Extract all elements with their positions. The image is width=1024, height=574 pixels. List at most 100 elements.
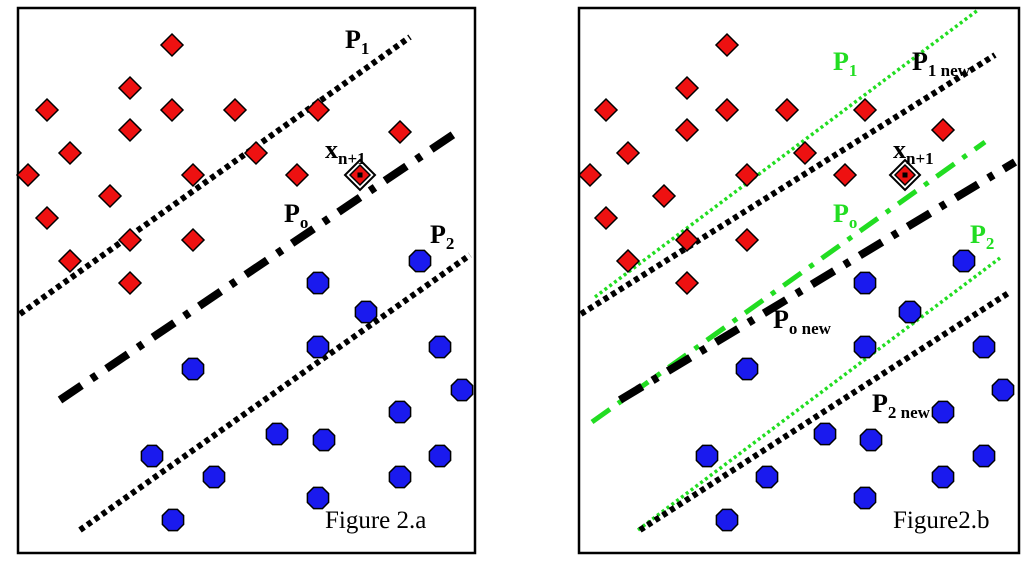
caption-b: Figure2.b [893, 507, 990, 534]
new-point-marker [343, 158, 377, 192]
class1-diamond-marker [615, 248, 641, 274]
class2-octagon-marker [715, 508, 739, 532]
class1-diamond-marker [774, 97, 800, 123]
panel-b-border [577, 6, 1021, 555]
class2-octagon-marker [931, 465, 955, 489]
class2-octagon-marker [306, 335, 330, 359]
class1-diamond-marker [714, 97, 740, 123]
class2-octagon-marker [991, 378, 1015, 402]
class1-diamond-marker [305, 97, 331, 123]
label-po: Po [284, 199, 308, 232]
class1-diamond-marker [243, 140, 269, 166]
class2-octagon-marker [306, 486, 330, 510]
panel-a-border [16, 6, 477, 555]
class2-octagon-marker [952, 249, 976, 273]
class1-diamond-marker [117, 270, 143, 296]
class2-octagon-marker [312, 428, 336, 452]
label-p1-old: P1 [833, 47, 857, 80]
class1-diamond-marker [57, 248, 83, 274]
class2-octagon-marker [859, 428, 883, 452]
class2-octagon-marker [181, 357, 205, 381]
class2-octagon-marker [695, 444, 719, 468]
class1-diamond-marker [387, 119, 413, 145]
class1-diamond-marker [674, 75, 700, 101]
class2-octagon-marker [388, 465, 412, 489]
label-po-new: Po new [773, 305, 832, 338]
class1-diamond-marker [674, 270, 700, 296]
label-po-old: Po [833, 199, 857, 232]
label-xn: xn+1 [893, 135, 934, 168]
label-p2-new: P2 new [872, 389, 931, 422]
class2-octagon-marker [853, 335, 877, 359]
class1-diamond-marker [852, 97, 878, 123]
class2-octagon-marker [161, 508, 185, 532]
class1-diamond-marker [117, 117, 143, 143]
class1-diamond-marker [674, 227, 700, 253]
class1-diamond-marker [714, 32, 740, 58]
class2-octagon-marker [853, 486, 877, 510]
class2-points [695, 249, 1015, 532]
class2-octagon-marker [428, 444, 452, 468]
class1-diamond-marker [284, 162, 310, 188]
class2-octagon-marker [853, 271, 877, 295]
line-po-new [617, 158, 1018, 404]
label-xn: xn+1 [325, 135, 366, 168]
class1-diamond-marker [734, 227, 760, 253]
class2-octagon-marker [428, 335, 452, 359]
class1-points [577, 32, 956, 296]
class1-diamond-marker [577, 162, 603, 188]
new-point-marker [888, 158, 922, 192]
class2-octagon-marker [408, 249, 432, 273]
class1-diamond-marker [34, 205, 60, 231]
class2-octagon-marker [354, 300, 378, 324]
panel-b: P1 P1 new xn+1 Po P2 Po new P2 new Figur… [577, 6, 1021, 555]
class1-diamond-marker [57, 140, 83, 166]
class2-octagon-marker [450, 378, 474, 402]
class1-diamond-marker [651, 183, 677, 209]
class1-diamond-marker [180, 227, 206, 253]
label-p1-new: P1 new [912, 47, 971, 80]
class2-octagon-marker [972, 444, 996, 468]
line-po [57, 126, 463, 404]
class2-octagon-marker [202, 465, 226, 489]
class1-diamond-marker [15, 162, 41, 188]
line-p1-new [579, 52, 997, 317]
line-p2-old [636, 256, 1002, 532]
class2-octagon-marker [898, 300, 922, 324]
class1-diamond-marker [117, 227, 143, 253]
caption-a: Figure 2.a [325, 507, 426, 534]
class2-octagon-marker [972, 335, 996, 359]
label-p1: P1 [345, 25, 369, 58]
class2-octagon-marker [755, 465, 779, 489]
class1-diamond-marker [792, 140, 818, 166]
class1-diamond-marker [117, 75, 143, 101]
class1-diamond-marker [832, 162, 858, 188]
line-p2-new [638, 289, 1012, 533]
class2-points [140, 249, 474, 532]
class2-octagon-marker [306, 271, 330, 295]
class1-diamond-marker [930, 117, 956, 143]
line-p1-old [593, 8, 980, 299]
class1-diamond-marker [222, 97, 248, 123]
class1-points [15, 32, 413, 296]
class1-diamond-marker [674, 117, 700, 143]
class1-diamond-marker [97, 183, 123, 209]
class1-diamond-marker [734, 162, 760, 188]
class1-diamond-marker [159, 97, 185, 123]
class2-octagon-marker [388, 400, 412, 424]
line-p1 [18, 34, 412, 317]
label-p2: P2 [430, 220, 454, 253]
class1-diamond-marker [34, 97, 60, 123]
class1-diamond-marker [593, 97, 619, 123]
line-po-old [590, 139, 987, 425]
class2-octagon-marker [140, 444, 164, 468]
class1-diamond-marker [593, 205, 619, 231]
line-p2 [78, 252, 472, 533]
class1-diamond-marker [180, 162, 206, 188]
label-p2-old: P2 [970, 220, 994, 253]
class2-octagon-marker [735, 357, 759, 381]
class2-octagon-marker [813, 422, 837, 446]
class2-octagon-marker [931, 400, 955, 424]
class1-diamond-marker [615, 140, 641, 166]
